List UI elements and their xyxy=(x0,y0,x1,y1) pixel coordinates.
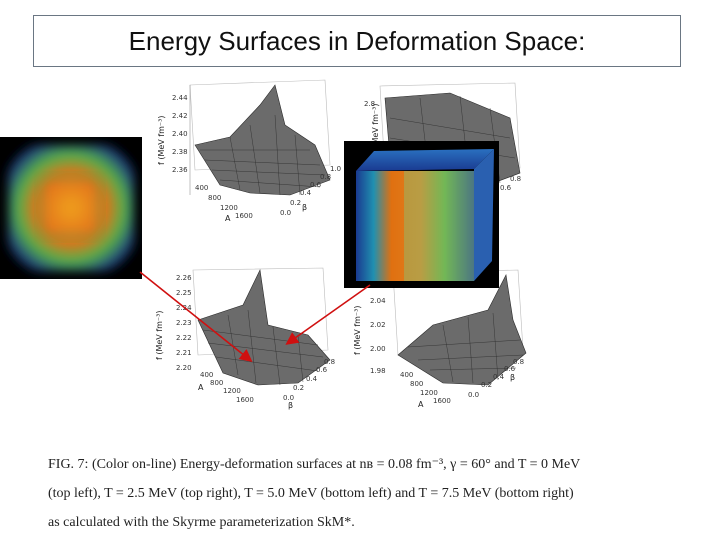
ztick: 1.98 xyxy=(370,367,386,375)
z-axis-label: f (MeV fm⁻³) xyxy=(157,116,166,165)
btick: 0.0 xyxy=(283,394,294,402)
ztick: 2.8 xyxy=(364,100,375,108)
ztick: 2.22 xyxy=(176,334,192,342)
ztick: 2.40 xyxy=(172,130,188,138)
b-axis-label: β xyxy=(288,401,293,410)
btick: 0.6 xyxy=(310,181,322,189)
surface-plot-bottom-left: 2.26 2.25 2.24 2.23 2.22 2.21 2.20 f (Me… xyxy=(148,265,368,415)
btick: 0.4 xyxy=(493,373,505,381)
atick: 1200 xyxy=(220,204,238,212)
density-image-left xyxy=(0,137,142,279)
atick: 400 xyxy=(200,371,213,379)
btick: 0.6 xyxy=(500,184,512,192)
z-axis-label: f (MeV fm⁻³) xyxy=(371,104,380,153)
z-axis-label: f (MeV fm⁻³) xyxy=(353,306,362,355)
atick: 1200 xyxy=(420,389,438,397)
a-axis-label: A xyxy=(198,383,204,392)
b-axis-label: β xyxy=(302,203,307,212)
btick: 0.2 xyxy=(293,384,304,392)
btick: 0.8 xyxy=(324,358,335,366)
btick: 0.6 xyxy=(316,366,328,374)
caption-line-1: FIG. 7: (Color on-line) Energy-deformati… xyxy=(48,457,581,472)
btick: 0.4 xyxy=(306,375,318,383)
atick: 800 xyxy=(210,379,223,387)
ztick: 2.25 xyxy=(176,289,192,297)
atick: 1200 xyxy=(223,387,241,395)
ztick: 2.04 xyxy=(370,297,386,305)
btick: 0.4 xyxy=(300,189,312,197)
a-axis-label: A xyxy=(225,214,231,223)
atick: 400 xyxy=(195,184,208,192)
caption-line-2: (top left), T = 2.5 MeV (top right), T =… xyxy=(48,486,574,501)
ztick: 2.23 xyxy=(176,319,192,327)
btick: 0.0 xyxy=(280,209,291,217)
z-axis-label: f (MeV fm⁻³) xyxy=(155,311,164,360)
ztick: 2.42 xyxy=(172,112,188,120)
btick: 0.8 xyxy=(320,173,331,181)
surface-plot-top-left: 2.44 2.42 2.40 2.38 2.36 f (MeV fm⁻³) 40… xyxy=(150,75,370,225)
atick: 400 xyxy=(400,371,413,379)
b-axis-label: β xyxy=(510,373,515,382)
ztick: 2.26 xyxy=(176,274,192,282)
btick: 0.6 xyxy=(504,365,516,373)
btick: 0.0 xyxy=(468,391,479,399)
ztick: 2.38 xyxy=(172,148,188,156)
atick: 1600 xyxy=(433,397,451,405)
atick: 1600 xyxy=(235,212,253,220)
ztick: 2.21 xyxy=(176,349,192,357)
btick: 0.8 xyxy=(510,175,521,183)
ztick: 2.20 xyxy=(176,364,192,372)
btick: 0.2 xyxy=(481,381,492,389)
atick: 1600 xyxy=(236,396,254,404)
atick: 800 xyxy=(410,380,423,388)
figure-caption: FIG. 7: (Color on-line) Energy-deformati… xyxy=(48,450,648,537)
ztick: 2.44 xyxy=(172,94,188,102)
caption-line-3: as calculated with the Skyrme parameteri… xyxy=(48,515,355,530)
atick: 800 xyxy=(208,194,221,202)
ztick: 2.02 xyxy=(370,321,386,329)
a-axis-label: A xyxy=(418,400,424,409)
surface-plot-bottom-right: 2.04 2.02 2.00 1.98 f (MeV fm⁻³) 400 800… xyxy=(348,265,548,415)
density-cube-image-right xyxy=(344,141,499,288)
ztick: 2.36 xyxy=(172,166,188,174)
slide-title: Energy Surfaces in Deformation Space: xyxy=(128,25,586,56)
ztick: 2.00 xyxy=(370,345,386,353)
btick: 0.8 xyxy=(513,358,524,366)
btick: 1.0 xyxy=(330,165,341,173)
ztick: 2.24 xyxy=(176,304,192,312)
slide-title-box: Energy Surfaces in Deformation Space: xyxy=(33,15,681,67)
btick: 0.2 xyxy=(290,199,301,207)
